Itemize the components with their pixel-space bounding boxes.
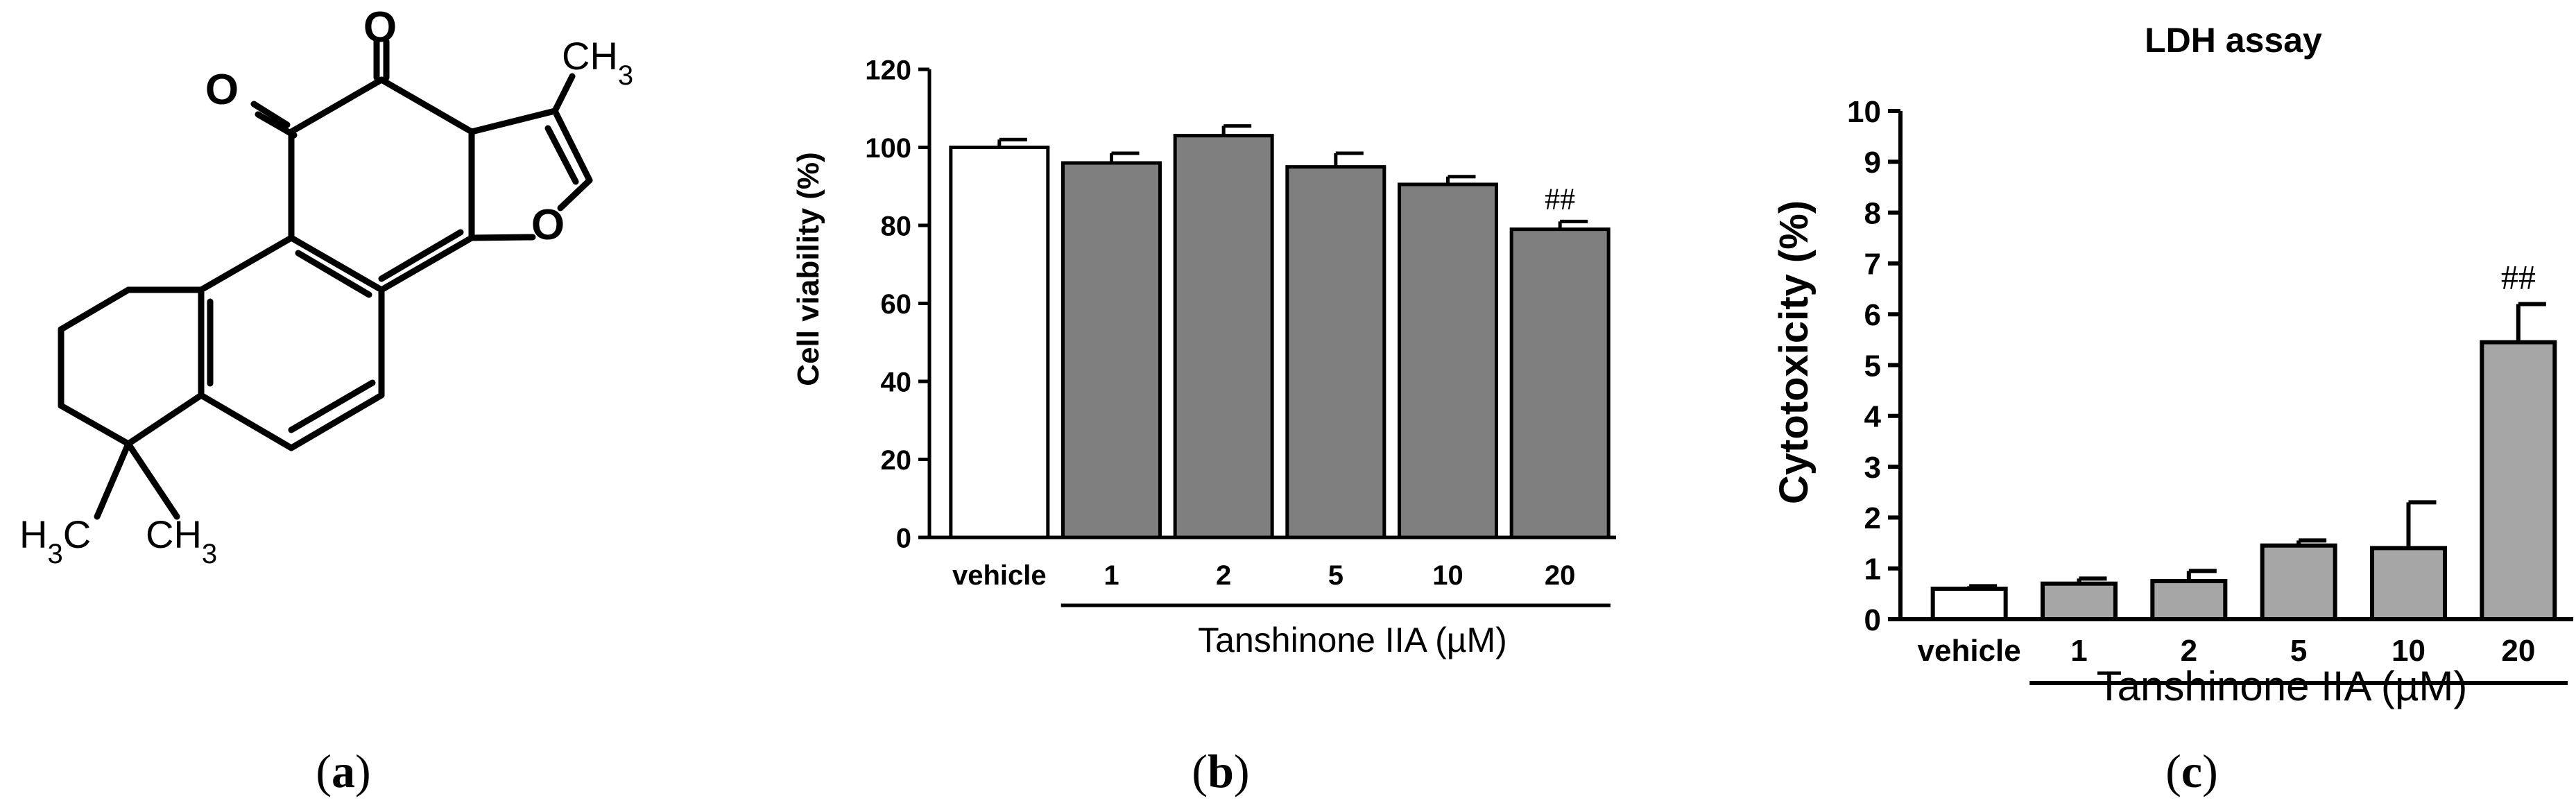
bar-2 [2150, 579, 2228, 622]
y-tick-label: 60 [881, 289, 912, 320]
category-label-5: 5 [2290, 634, 2307, 668]
y-tick-label: 3 [1864, 451, 1881, 485]
y-tick-label: 0 [1864, 603, 1881, 637]
group-ch3-bottom: CH3 [146, 512, 217, 569]
ldh-cytotoxicity-chart: LDH assay Cytotoxicity (%) Tanshinone II… [1771, 21, 2573, 709]
category-label-2: 2 [1216, 560, 1231, 591]
y-tick-label: 80 [881, 211, 912, 241]
bar-20 [2480, 340, 2557, 621]
cell-viability-chart: Cell viability (%) Tanshinone IIA (µM) 0… [791, 55, 1616, 659]
category-label-vehicle: vehicle [952, 560, 1047, 591]
chart-b-y-label: Cell viability (%) [791, 152, 825, 386]
y-tick-label: 10 [1847, 95, 1881, 129]
molecule-atoms: O O O [205, 3, 565, 249]
panel-label-a: (a) [316, 745, 370, 797]
category-label-20: 20 [2501, 634, 2535, 668]
y-tick-label: 0 [896, 523, 911, 553]
bar-5 [1285, 165, 1386, 539]
bar-vehicle [949, 146, 1050, 539]
category-label-2: 2 [2181, 634, 2197, 668]
atom-o-ring: O [531, 201, 565, 249]
category-label-1: 1 [2070, 634, 2087, 668]
y-tick-label: 1 [1864, 553, 1881, 587]
bar-10 [1398, 182, 1498, 539]
y-tick-label: 40 [881, 367, 912, 397]
y-tick-label: 2 [1864, 501, 1881, 535]
category-label-vehicle: vehicle [1918, 634, 2021, 668]
category-label-5: 5 [1328, 560, 1343, 591]
chart-c-title: LDH assay [2145, 21, 2322, 60]
bar-vehicle [1930, 587, 2008, 622]
tanshinone-iia-structure [198, 76, 475, 451]
atom-o-left: O [205, 66, 239, 114]
y-tick-label: 6 [1864, 298, 1881, 332]
molecule-groups: CH3 H3C CH3 [19, 34, 633, 569]
chart-c-x-label: Tanshinone IIA (µM) [2097, 663, 2468, 709]
bar-5 [2260, 543, 2337, 622]
bar-2 [1173, 134, 1274, 539]
panel-label-b: (b) [1192, 745, 1249, 797]
y-tick-label: 9 [1864, 146, 1881, 180]
group-ch3-top: CH3 [562, 34, 633, 91]
y-tick-label: 5 [1864, 349, 1881, 383]
bar-1 [1061, 161, 1162, 539]
panel-label-c: (c) [2165, 745, 2218, 797]
category-label-10: 10 [2392, 634, 2425, 668]
y-tick-label: 7 [1864, 248, 1881, 282]
chart-c-y-label: Cytotoxicity (%) [1771, 200, 1817, 504]
y-tick-label: 20 [881, 445, 912, 476]
atom-o-upper: O [363, 3, 397, 51]
group-h3c-left: H3C [19, 512, 91, 569]
category-label-10: 10 [1432, 560, 1463, 591]
bar-10 [2370, 546, 2447, 622]
molecule-rest [58, 38, 593, 520]
panel-labels: (a) (b) (c) [316, 745, 2217, 797]
significance-marker-20: ## [1545, 182, 1575, 216]
y-tick-label: 4 [1864, 400, 1882, 434]
bar-1 [2041, 581, 2118, 622]
category-label-1: 1 [1104, 560, 1119, 591]
bar-20 [1509, 227, 1611, 539]
y-tick-label: 120 [865, 55, 911, 85]
chart-b-x-label: Tanshinone IIA (µM) [1198, 621, 1507, 659]
y-tick-label: 100 [865, 133, 911, 164]
y-tick-label: 8 [1864, 196, 1881, 230]
significance-marker-20: ## [2501, 258, 2536, 297]
category-label-20: 20 [1545, 560, 1576, 591]
